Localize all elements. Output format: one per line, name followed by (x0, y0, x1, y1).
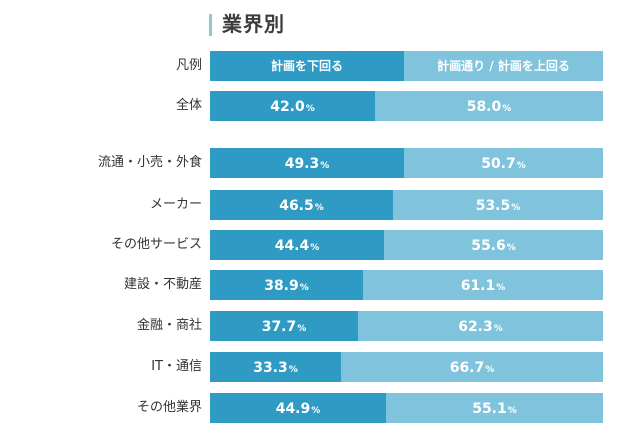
data-value: 33.3 (253, 360, 288, 376)
bar-segment: 44.9% (210, 393, 386, 423)
category-label: 金融・商社 (136, 318, 202, 333)
data-label: 33.3% (210, 352, 341, 382)
legend-swatch-1: 計画を下回る (210, 51, 404, 81)
bar-segment: 38.9% (210, 270, 363, 300)
percent-sign: % (311, 406, 321, 416)
percent-sign: % (288, 365, 298, 375)
percent-sign: % (516, 161, 526, 171)
data-value: 42.0 (270, 99, 305, 115)
bar-segment: 66.7% (341, 352, 603, 382)
legend-entry-1: 計画を下回る (270, 59, 343, 73)
bar-segment: 58.0% (375, 91, 603, 121)
data-label: 50.7% (404, 148, 603, 178)
data-value: 44.4 (274, 238, 310, 254)
data-value: 50.7 (481, 156, 516, 172)
percent-sign: % (493, 324, 503, 334)
bar-segment: 49.3% (210, 148, 404, 178)
data-label: 44.4% (210, 230, 384, 260)
data-value: 55.1 (472, 401, 507, 417)
percent-sign: % (297, 324, 307, 334)
data-value: 38.9 (264, 278, 299, 294)
data-value: 44.9 (275, 401, 311, 417)
data-value: 49.3 (284, 156, 320, 172)
title-accent-bar (209, 14, 212, 36)
category-label: その他業界 (136, 400, 202, 415)
legend-label: 凡例 (175, 58, 202, 73)
data-label: 42.0% (210, 91, 375, 121)
bar-segment: 33.3% (210, 352, 341, 382)
legend-entry-2: 計画通り / 計画を上回る (437, 59, 570, 73)
data-value: 46.5 (279, 198, 314, 214)
legend-swatch-2: 計画通り / 計画を上回る (404, 51, 603, 81)
category-label: 全体 (175, 98, 202, 113)
percent-sign: % (310, 243, 320, 253)
category-label: IT・通信 (151, 359, 202, 374)
data-label: 38.9% (210, 270, 363, 300)
data-label: 53.5% (393, 190, 603, 220)
data-label: 62.3% (358, 311, 603, 341)
percent-sign: % (496, 283, 506, 293)
data-label: 46.5% (210, 190, 393, 220)
data-value: 61.1 (460, 278, 496, 294)
data-value: 55.6 (471, 238, 506, 254)
bar-segment: 37.7% (210, 311, 358, 341)
data-value: 37.7 (261, 319, 297, 335)
chart-title: 業界別 (222, 12, 285, 36)
bar-segment: 50.7% (404, 148, 603, 178)
data-value: 53.5 (475, 198, 511, 214)
bar-segment: 55.6% (384, 230, 603, 260)
percent-sign: % (314, 203, 324, 213)
bar-segment: 61.1% (363, 270, 603, 300)
category-label: 建設・不動産 (123, 277, 202, 292)
category-label: メーカー (149, 197, 202, 212)
data-label: 44.9% (210, 393, 386, 423)
data-label: 55.6% (384, 230, 603, 260)
data-value: 58.0 (466, 99, 502, 115)
percent-sign: % (506, 243, 516, 253)
data-label: 61.1% (363, 270, 603, 300)
percent-sign: % (502, 104, 512, 114)
percent-sign: % (511, 203, 521, 213)
bar-segment: 42.0% (210, 91, 375, 121)
bar-segment: 53.5% (393, 190, 603, 220)
bar-segment: 44.4% (210, 230, 384, 260)
bar-segment: 46.5% (210, 190, 393, 220)
category-label: その他サービス (110, 237, 202, 252)
percent-sign: % (507, 406, 517, 416)
percent-sign: % (305, 104, 315, 114)
percent-sign: % (320, 161, 330, 171)
data-label: 66.7% (341, 352, 603, 382)
data-value: 62.3 (458, 319, 493, 335)
percent-sign: % (299, 283, 309, 293)
percent-sign: % (485, 365, 495, 375)
bar-segment: 55.1% (386, 393, 603, 423)
data-label: 49.3% (210, 148, 404, 178)
data-label: 55.1% (386, 393, 603, 423)
data-label: 58.0% (375, 91, 603, 121)
category-label: 流通・小売・外食 (97, 155, 202, 170)
bar-segment: 62.3% (358, 311, 603, 341)
data-label: 37.7% (210, 311, 358, 341)
data-value: 66.7 (449, 360, 485, 376)
